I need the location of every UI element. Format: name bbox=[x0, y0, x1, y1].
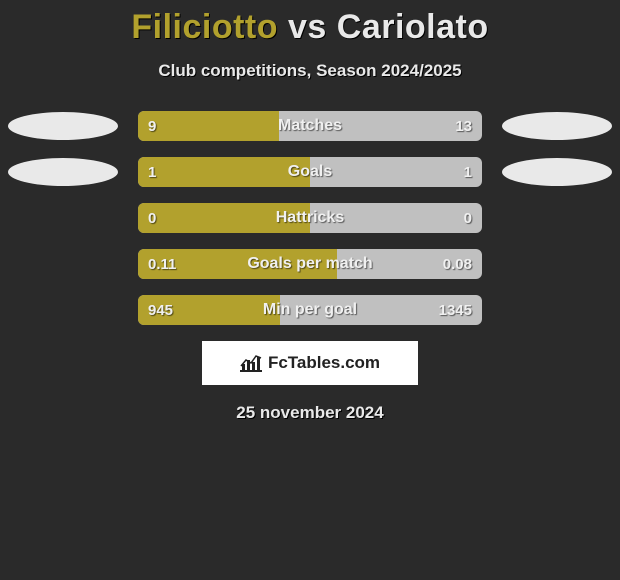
brand-box: FcTables.com bbox=[202, 341, 418, 385]
stat-row: 9451345Min per goal bbox=[0, 295, 620, 325]
left-oval bbox=[8, 158, 118, 186]
stat-label: Hattricks bbox=[138, 203, 482, 233]
player2-name: Cariolato bbox=[337, 8, 489, 46]
stat-row: 913Matches bbox=[0, 111, 620, 141]
stats-rows: 913Matches 11Goals 00Hattricks 0.110.08Goal… bbox=[0, 111, 620, 325]
stat-bar: 913Matches bbox=[138, 111, 482, 141]
stat-row: 0.110.08Goals per match bbox=[0, 249, 620, 279]
chart-icon bbox=[240, 354, 262, 372]
vs-text: vs bbox=[288, 8, 327, 46]
stat-bar: 00Hattricks bbox=[138, 203, 482, 233]
date-text: 25 november 2024 bbox=[0, 403, 620, 423]
right-oval bbox=[502, 204, 612, 232]
comparison-title: Filiciotto vs Cariolato bbox=[0, 0, 620, 47]
right-oval bbox=[502, 250, 612, 278]
brand-text: FcTables.com bbox=[268, 353, 380, 373]
left-oval bbox=[8, 112, 118, 140]
stat-label: Goals bbox=[138, 157, 482, 187]
left-oval bbox=[8, 296, 118, 324]
stat-bar: 11Goals bbox=[138, 157, 482, 187]
stat-label: Min per goal bbox=[138, 295, 482, 325]
subtitle: Club competitions, Season 2024/2025 bbox=[0, 61, 620, 81]
stat-bar: 0.110.08Goals per match bbox=[138, 249, 482, 279]
player1-name: Filiciotto bbox=[131, 8, 278, 46]
right-oval bbox=[502, 112, 612, 140]
stat-label: Matches bbox=[138, 111, 482, 141]
stat-label: Goals per match bbox=[138, 249, 482, 279]
right-oval bbox=[502, 158, 612, 186]
stat-row: 11Goals bbox=[0, 157, 620, 187]
right-oval bbox=[502, 296, 612, 324]
stat-bar: 9451345Min per goal bbox=[138, 295, 482, 325]
left-oval bbox=[8, 250, 118, 278]
left-oval bbox=[8, 204, 118, 232]
stat-row: 00Hattricks bbox=[0, 203, 620, 233]
